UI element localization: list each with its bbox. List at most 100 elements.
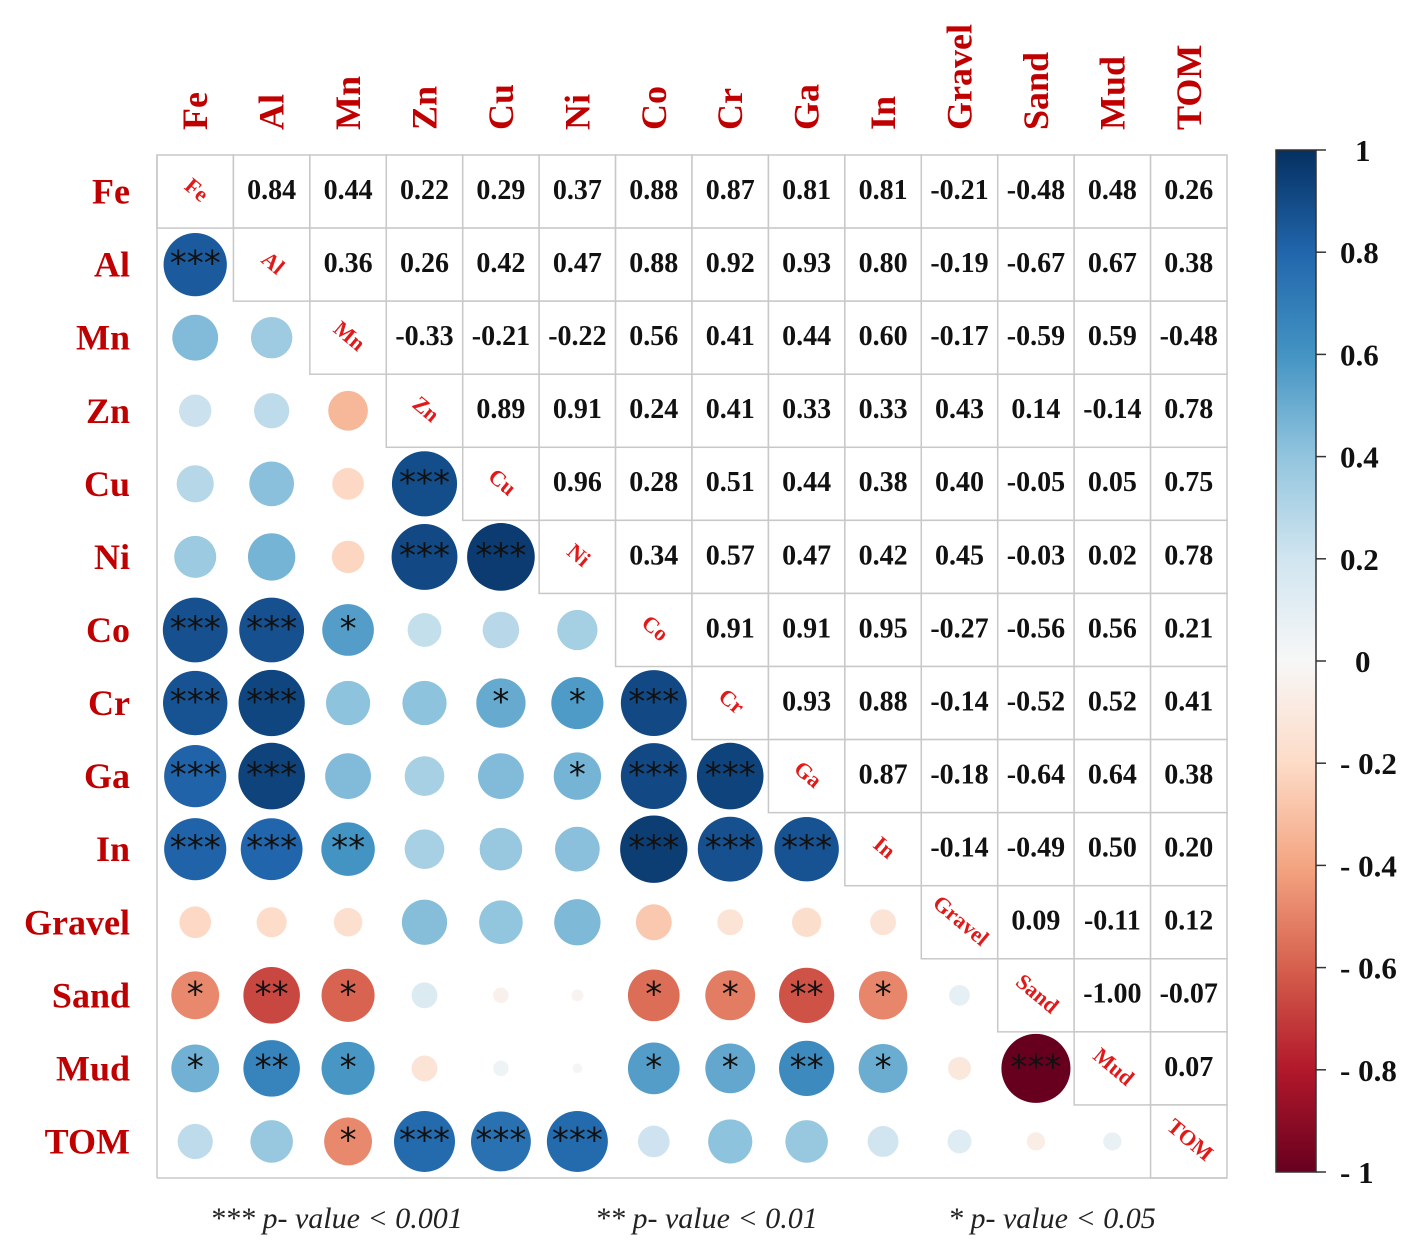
sig-mark-TOM-Cu: *** (475, 1120, 526, 1160)
cell-Ni-Gravel (920, 519, 999, 595)
row-label-Ga: Ga (84, 756, 130, 796)
cell-Cu-Co (614, 446, 693, 522)
sig-mark-Ni-Zn: *** (399, 536, 450, 576)
sig-mark-In-Fe: *** (170, 828, 221, 868)
corr-value-Co-In: 0.95 (859, 613, 908, 644)
sig-mark-Mud-Ga: ** (790, 1047, 824, 1087)
corr-value-Fe-Co: 0.88 (629, 175, 678, 206)
row-label-Mud: Mud (56, 1048, 130, 1088)
cell-Mn-Gravel (920, 300, 999, 375)
corr-value-Mn-Sand: -0.59 (1007, 321, 1065, 352)
cell-Zn-Zn (385, 373, 464, 449)
corr-circle-Ni-Zn (391, 523, 458, 590)
legend-stars-001: *** (210, 1202, 255, 1235)
sig-mark-In-Cr: *** (705, 828, 756, 868)
cell-TOM-TOM (1149, 1104, 1228, 1179)
cell-Mn-TOM (1149, 300, 1228, 375)
corr-value-Ni-Ga: 0.47 (782, 540, 831, 571)
corr-circle-TOM-In (867, 1126, 899, 1157)
sig-mark-In-Ga: *** (781, 828, 832, 868)
cell-Co-Ga (767, 592, 846, 668)
corr-value-Al-Gravel: -0.19 (930, 248, 988, 279)
corr-circle-In-Cu (479, 827, 523, 871)
corr-value-Mud-TOM: 0.07 (1164, 1052, 1213, 1083)
corr-value-Fe-Mud: 0.48 (1088, 175, 1137, 206)
cell-Zn-Sand (996, 373, 1075, 449)
corr-value-In-Gravel: -0.14 (930, 833, 988, 864)
corr-value-Al-Ga: 0.93 (782, 248, 831, 279)
cell-Al-Mn (309, 227, 388, 302)
corr-value-Fe-Cr: 0.87 (706, 175, 755, 206)
corr-value-Mn-Gravel: -0.17 (930, 321, 988, 352)
row-label-Zn: Zn (86, 391, 130, 431)
corr-circle-In-Zn (404, 829, 445, 870)
corr-value-Al-Cr: 0.92 (706, 248, 755, 279)
corr-circle-Mud-Ga (779, 1040, 835, 1097)
cell-Cr-Ga (767, 665, 846, 741)
corr-value-Fe-Zn: 0.22 (400, 175, 449, 206)
corr-value-Zn-TOM: 0.78 (1164, 394, 1213, 425)
col-label-TOM: TOM (1169, 45, 1209, 130)
cell-Co-Sand (996, 592, 1075, 668)
colorbar-tick-label: 0 (1355, 644, 1371, 679)
row-label-Al: Al (94, 245, 130, 285)
corr-circle-Mud-Zn (411, 1055, 438, 1082)
corr-circle-Mud-In (858, 1043, 908, 1093)
corr-value-Ni-Gravel: 0.45 (935, 540, 984, 571)
sig-mark-Al-Fe: *** (170, 244, 221, 284)
corr-value-Mn-Ga: 0.44 (782, 321, 831, 352)
corr-value-Al-Mn: 0.36 (324, 248, 373, 279)
legend-text-001: p- value < 0.001 (262, 1202, 463, 1235)
corr-circle-Gravel-Zn (401, 899, 448, 945)
corr-value-Gravel-TOM: 0.12 (1164, 906, 1213, 937)
corr-value-Cu-Co: 0.28 (629, 467, 678, 498)
cell-Co-Gravel (920, 592, 999, 668)
sig-mark-Cr-Ni: * (569, 682, 586, 722)
cell-Cu-Mud (1073, 446, 1152, 522)
corr-circle-Sand-Ni (571, 989, 584, 1002)
corr-value-Al-Zn: 0.26 (400, 248, 449, 279)
colorbar-tick-label: - 0.8 (1340, 1053, 1397, 1088)
row-label-Fe: Fe (92, 172, 130, 212)
corr-circle-Sand-Cr (705, 970, 756, 1021)
col-label-In: In (863, 96, 903, 130)
cell-Al-TOM (1149, 227, 1228, 302)
legend-stars-01: ** (595, 1202, 625, 1235)
corr-value-In-Mud: 0.50 (1088, 833, 1137, 864)
corr-value-Cu-Ga: 0.44 (782, 467, 831, 498)
corr-circle-TOM-Cu (471, 1111, 531, 1172)
corr-value-Co-Sand: -0.56 (1007, 613, 1065, 644)
cell-Al-Ni (538, 227, 617, 302)
corr-value-Fe-Gravel: -0.21 (930, 175, 988, 206)
cell-Al-Ga (767, 227, 846, 302)
corr-value-Cu-TOM: 0.75 (1164, 467, 1213, 498)
colorbar-tick-label: - 0.4 (1340, 848, 1397, 883)
cell-Cu-Ga (767, 446, 846, 522)
sig-mark-TOM-Zn: *** (399, 1120, 450, 1160)
cell-Mud-TOM (1149, 1031, 1228, 1106)
corr-value-Cr-In: 0.88 (859, 686, 908, 717)
cell-Fe-Cr (691, 154, 770, 229)
cell-Ni-TOM (1149, 519, 1228, 595)
corr-circle-Sand-Fe (171, 971, 220, 1020)
cell-Ga-TOM (1149, 738, 1228, 814)
corr-circle-Sand-Cu (493, 987, 509, 1004)
cell-Cr-Gravel (920, 665, 999, 741)
corr-circle-Gravel-Cr (717, 909, 744, 936)
corr-value-Sand-Mud: -1.00 (1083, 979, 1141, 1010)
cell-Fe-In (844, 154, 923, 229)
corr-value-Zn-Co: 0.24 (629, 394, 678, 425)
corr-value-Ni-Mud: 0.02 (1088, 540, 1137, 571)
corr-circle-Gravel-Ga (791, 907, 822, 937)
colorbar-tick-label: 0.4 (1340, 440, 1379, 475)
corr-circle-Ni-Al (247, 533, 296, 581)
corr-value-Al-In: 0.80 (859, 248, 908, 279)
sig-mark-Cr-Co: *** (628, 682, 679, 722)
colorbar: 1 0.8 0.6 0.4 0.2 0 - 0.2 - 0.4 - 0.6 - 0.8 - 1 (1275, 133, 1397, 1190)
sig-mark-Sand-Ga: ** (790, 974, 824, 1014)
col-label-Mud: Mud (1092, 56, 1132, 130)
corr-value-Cr-Sand: -0.52 (1007, 686, 1065, 717)
col-label-Sand: Sand (1016, 52, 1056, 130)
cell-Mn-Ni (538, 300, 617, 375)
corr-value-Cr-Ga: 0.93 (782, 686, 831, 717)
